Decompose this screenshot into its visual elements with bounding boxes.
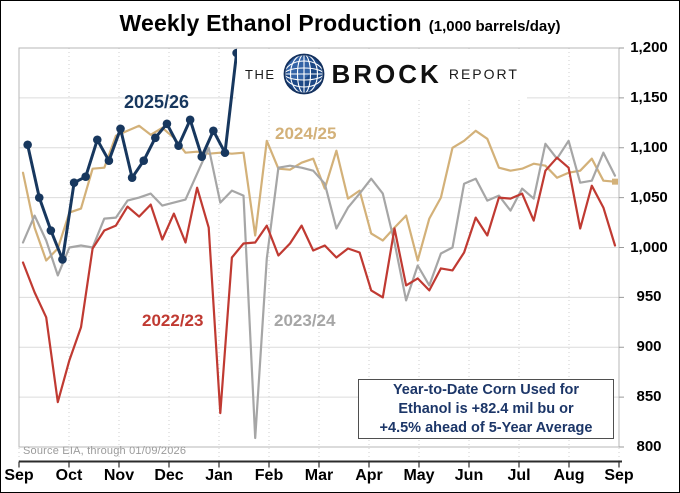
y-tick-label: 1,050 bbox=[630, 188, 668, 206]
annotation-box: Year-to-Date Corn Used for Ethanol is +8… bbox=[358, 379, 614, 439]
data-point-marker bbox=[162, 119, 172, 129]
series-line-2023-24 bbox=[21, 139, 617, 440]
data-point-marker bbox=[104, 156, 114, 166]
y-tick-label: 850 bbox=[636, 388, 662, 406]
data-point-marker bbox=[34, 193, 44, 202]
series-label-2024-25: 2024/25 bbox=[275, 124, 337, 143]
data-point-marker bbox=[197, 152, 207, 162]
x-tick-label-aug-11: Aug bbox=[553, 467, 585, 484]
series-label-2023-24: 2023/24 bbox=[274, 311, 336, 330]
data-point-marker bbox=[127, 173, 137, 182]
y-tick-label: 950 bbox=[636, 288, 662, 306]
chart-title-unit: (1,000 barrels/day) bbox=[428, 18, 561, 35]
chart-title: Weekly Ethanol Production bbox=[119, 10, 422, 36]
y-tick-label: 1,100 bbox=[630, 138, 668, 156]
data-point-marker bbox=[69, 178, 79, 187]
y-tick-label: 1,000 bbox=[630, 238, 668, 256]
data-point-marker bbox=[174, 141, 183, 151]
x-tick-label-feb-5: Feb bbox=[254, 467, 284, 484]
x-tick-label-may-8: May bbox=[403, 467, 435, 484]
x-tick-label-sep-0: Sep bbox=[4, 467, 34, 484]
y-tick-label: 1,200 bbox=[630, 39, 668, 56]
page-title: Weekly Ethanol Production (1,000 barrels/… bbox=[1, 10, 679, 37]
series-label-2022-23: 2022/23 bbox=[142, 311, 204, 330]
series-line-2022-23 bbox=[21, 156, 617, 415]
y-tick-label: 1,150 bbox=[630, 88, 668, 106]
annotation-line-2: Ethanol is +82.4 mil bu or bbox=[398, 400, 574, 417]
source-note: Source EIA, through 01/09/2026 bbox=[23, 445, 187, 457]
logo-report-text: REPORT bbox=[448, 66, 519, 82]
logo-brock-text: BROCK bbox=[331, 58, 442, 89]
data-point-marker bbox=[139, 156, 149, 166]
data-point-marker bbox=[185, 115, 195, 125]
annotation-line-1: Year-to-Date Corn Used for bbox=[392, 381, 580, 398]
x-tick-label-apr-7: Apr bbox=[355, 467, 383, 484]
brock-logo: THE BROCK REPORT bbox=[237, 49, 527, 99]
series-end-marker bbox=[612, 178, 618, 185]
y-tick-label: 800 bbox=[636, 438, 662, 455]
data-point-marker bbox=[151, 133, 160, 143]
data-point-marker bbox=[220, 148, 230, 158]
x-tick-label-oct-1: Oct bbox=[55, 467, 83, 484]
data-point-marker bbox=[23, 140, 32, 150]
data-point-marker bbox=[92, 135, 102, 145]
data-point-marker bbox=[209, 126, 218, 136]
annotation-line-3: +4.5% ahead of 5-Year Average bbox=[379, 419, 593, 436]
x-tick-label-jan-4: Jan bbox=[205, 467, 233, 484]
logo-the-text: THE bbox=[245, 66, 276, 82]
data-point-marker bbox=[58, 255, 67, 264]
data-point-marker bbox=[46, 226, 56, 235]
x-tick-label-dec-3: Dec bbox=[154, 467, 184, 484]
data-point-marker bbox=[116, 124, 125, 134]
globe-icon bbox=[283, 53, 324, 95]
x-tick-label-sep-12: Sep bbox=[604, 467, 634, 484]
series-label-2025-26: 2025/26 bbox=[124, 92, 190, 112]
x-tick-label-nov-2: Nov bbox=[103, 467, 135, 484]
x-tick-label-mar-6: Mar bbox=[304, 467, 334, 484]
y-tick-label: 900 bbox=[636, 338, 662, 356]
data-point-marker bbox=[81, 172, 90, 181]
x-tick-label-jun-9: Jun bbox=[454, 467, 484, 484]
x-tick-label-jul-10: Jul bbox=[507, 467, 531, 484]
